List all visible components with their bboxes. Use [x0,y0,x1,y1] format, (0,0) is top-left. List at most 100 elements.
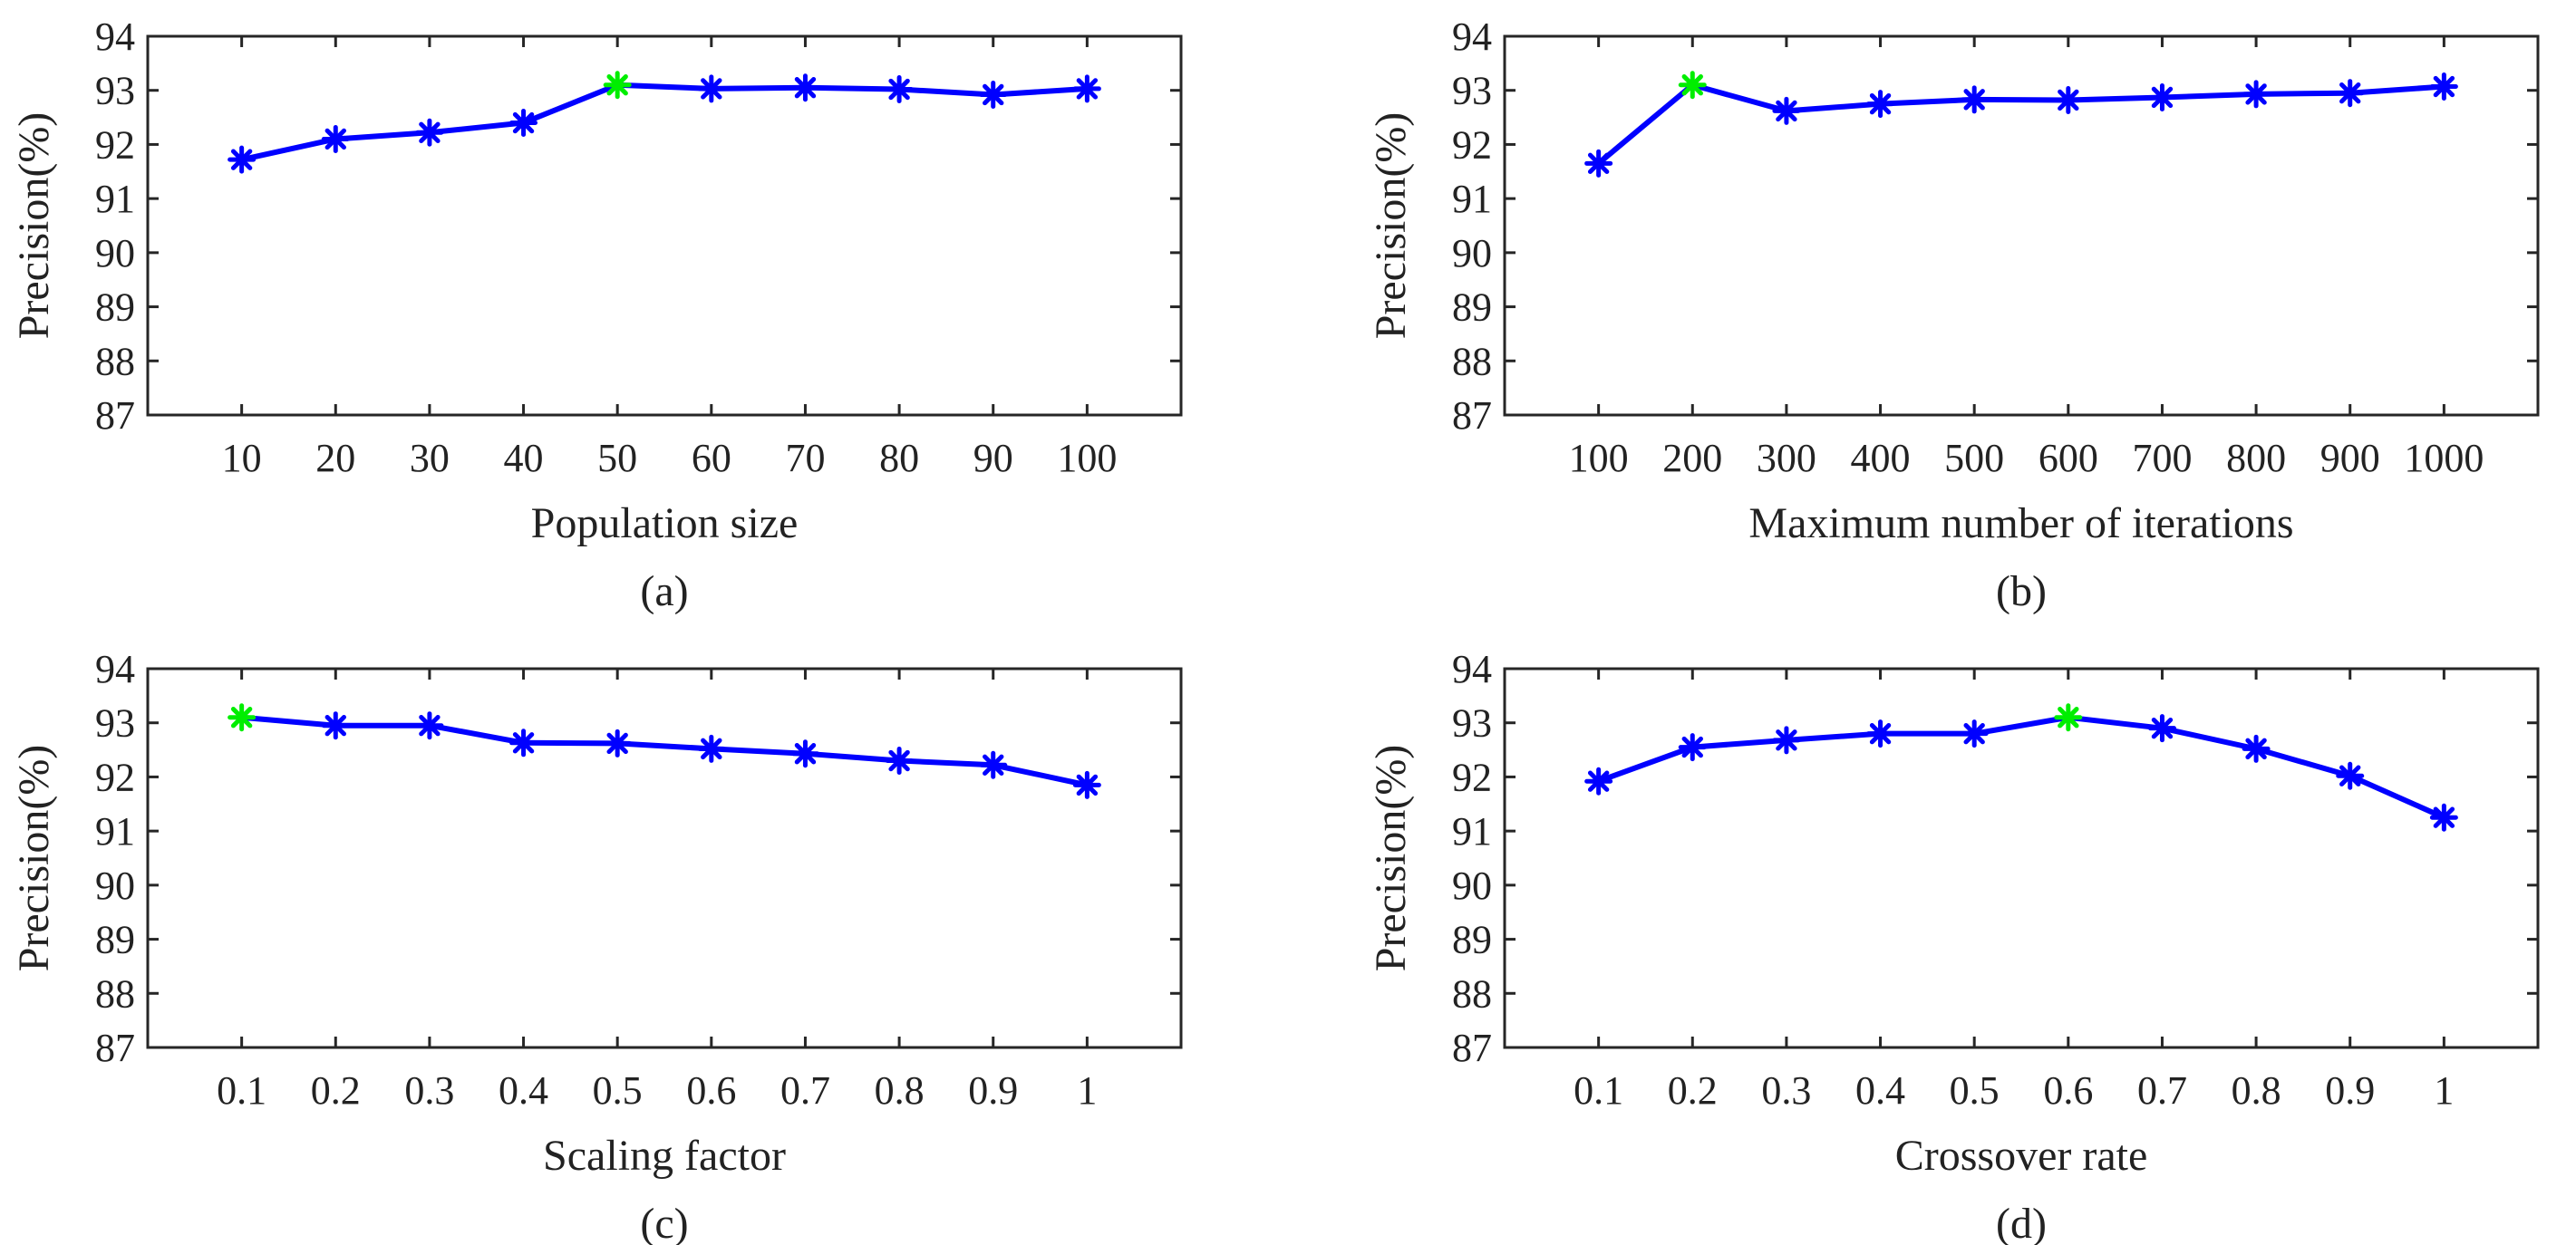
y-tick-label: 93 [95,701,135,746]
data-point-stroke [419,715,441,737]
y-axis-label: Precision(%) [10,745,58,972]
data-point [1584,149,1613,178]
data-point [509,729,538,758]
plot-area [1503,34,2540,417]
y-tick-label: 93 [95,69,135,113]
y-tick-label: 93 [1452,701,1492,746]
series-line [238,714,1090,788]
data-point-stroke [983,754,1004,776]
x-tick-label: 700 [2132,436,2192,480]
data-point-stroke [2151,86,2174,109]
x-axis-label: Crossover rate [1895,1132,2148,1180]
data-point-stroke [983,83,1004,106]
data-point [790,739,819,768]
data-point-stroke [888,749,910,772]
x-tick-label: 10 [222,436,262,480]
data-point-stroke [1963,89,1985,111]
x-tick-label: 0.9 [2325,1068,2375,1113]
y-tick-label: 87 [1452,393,1492,438]
data-point-stroke [794,77,817,99]
data-point-stroke [1869,722,1892,745]
data-point [1072,770,1101,799]
data-point [1584,767,1613,796]
data-point [321,711,350,740]
data-point-stroke [324,128,346,150]
x-tick-label: 0.6 [686,1068,736,1113]
x-tick-label: 500 [1944,436,2004,480]
x-tick-label: 0.3 [404,1068,454,1113]
y-tick-label: 91 [1452,177,1492,221]
data-point [603,729,632,758]
data-point-stroke [2151,717,2174,739]
data-point-stroke [2433,75,2455,98]
x-tick-label: 20 [315,436,355,480]
data-point [1772,96,1801,125]
data-point [2429,803,2458,832]
best-data-point-stroke [1681,74,1703,96]
y-tick-label: 89 [1452,918,1492,962]
x-tick-label: 300 [1757,436,1816,480]
data-point-stroke [1587,152,1610,175]
y-tick-label: 91 [95,809,135,854]
x-axis-label: Population size [531,499,799,547]
data-point-stroke [1076,774,1099,796]
x-tick-label: 0.2 [1668,1068,1718,1113]
x-tick-label: 40 [504,436,544,480]
data-point-stroke [2433,806,2455,828]
x-tick-label: 800 [2226,436,2286,480]
panel-caption: (b) [1996,567,2047,615]
data-point-stroke [2058,89,2079,111]
data-point [1960,85,1989,114]
y-tick-label: 91 [1452,809,1492,854]
data-point [415,711,444,740]
y-tick-label: 91 [95,177,135,221]
x-tick-label: 400 [1851,436,1911,480]
best-data-point [603,71,632,100]
data-point [2242,734,2271,763]
data-point [509,109,538,138]
y-tick-label: 90 [95,864,135,908]
data-point-stroke [1776,100,1797,122]
data-point [1678,733,1707,762]
data-point-stroke [1776,729,1797,751]
x-tick-label: 0.3 [1761,1068,1811,1113]
x-tick-label: 80 [879,436,919,480]
series-line [1595,714,2447,821]
y-tick-label: 88 [1452,339,1492,383]
data-point [1866,719,1895,748]
data-point-stroke [324,715,346,737]
x-tick-label: 0.4 [499,1068,548,1113]
data-point [2147,82,2176,111]
x-tick-label: 90 [973,436,1013,480]
data-point [790,73,819,102]
y-tick-label: 92 [95,122,135,167]
data-point-stroke [2245,738,2267,760]
data-point-stroke [1076,78,1099,100]
y-tick-label: 89 [1452,285,1492,330]
best-data-point [228,703,257,732]
data-point [697,734,726,763]
data-point-stroke [1963,722,1985,745]
x-tick-label: 0.1 [1574,1068,1623,1113]
x-tick-label: 60 [692,436,731,480]
data-point [979,80,1008,109]
data-point-stroke [1587,770,1610,792]
data-point [1772,726,1801,755]
data-point [1866,90,1895,119]
best-data-point-stroke [2058,707,2079,729]
chart-panel-3: 87 88 89 90 91 92 93 94 0.1 0.2 0.3 0.4 0.5 0.6 0.7 0.8… [10,647,1183,1245]
x-tick-label: 600 [2039,436,2098,480]
plot-area [146,34,1183,417]
data-point-stroke [2339,765,2361,787]
y-axis-label: Precision(%) [1367,745,1415,972]
best-data-point-stroke [606,74,628,96]
data-point [1960,719,1989,748]
x-tick-label: 0.6 [2043,1068,2093,1113]
x-tick-label: 0.9 [968,1068,1018,1113]
series-line [1595,82,2447,167]
data-point-stroke [2339,82,2361,104]
chart-panel-4: 87 88 89 90 91 92 93 94 0.1 0.2 0.3 0.4 0.5 0.6 0.7 0.8… [1367,647,2540,1245]
data-point [2147,714,2176,743]
data-point [2242,80,2271,109]
